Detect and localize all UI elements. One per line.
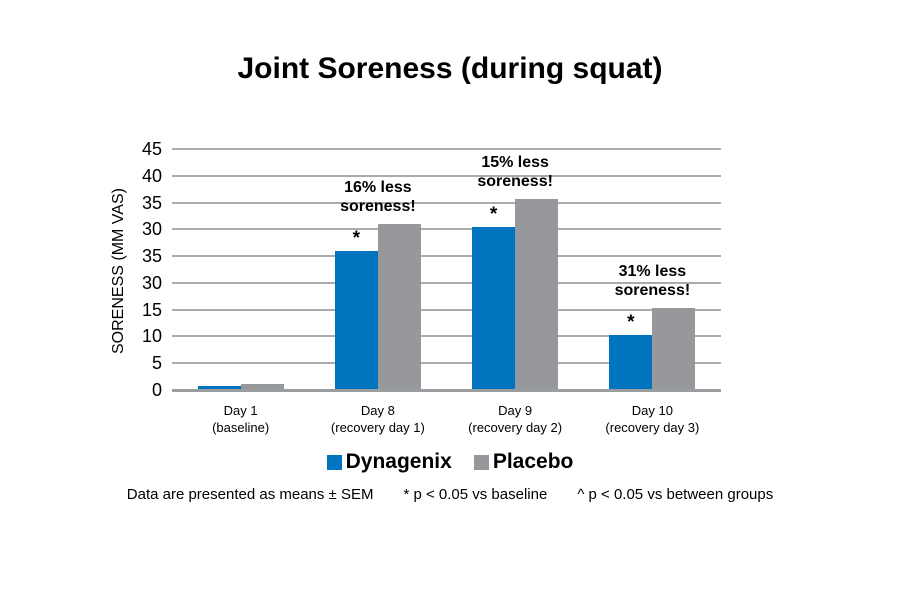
x-tick-label: Day 8 (recovery day 1)	[303, 402, 453, 436]
plot-area: 45 40 35 30 35 30 15 10 5 0 Day 1 (baseline) Day 8 (r…	[142, 140, 721, 435]
x-tick-sublabel: (recovery day 2)	[468, 420, 563, 435]
annotation-line: soreness!	[614, 281, 691, 299]
annotation-day8: 16% less soreness!	[293, 178, 463, 216]
annotation-line: 15% less	[481, 153, 549, 171]
legend-entry-dynagenix: Dynagenix	[326, 450, 452, 474]
legend-swatch-dynagenix	[326, 454, 342, 470]
footnote-baseline: * p < 0.05 vs baseline	[403, 486, 548, 503]
annotation-line: 16% less	[344, 178, 412, 196]
footnote: Data are presented as means ± SEM * p < …	[0, 486, 900, 503]
annotation-line: soreness!	[477, 172, 553, 190]
gridline	[172, 362, 721, 364]
bar-dynagenix-day9	[472, 227, 516, 392]
footnote-groups: ^ p < 0.05 vs between groups	[577, 486, 774, 503]
gridline	[172, 175, 721, 177]
bar-placebo-day10	[652, 307, 696, 392]
legend-label: Dynagenix	[345, 450, 452, 473]
gridline	[172, 335, 721, 337]
x-tick-sublabel: (baseline)	[212, 420, 270, 435]
x-tick-label: Day 1 (baseline)	[166, 402, 316, 436]
gridline	[172, 309, 721, 311]
legend-entry-placebo: Placebo	[473, 450, 574, 474]
significance-asterisk: *	[352, 228, 361, 250]
bar-dynagenix-day10	[609, 335, 653, 392]
legend: Dynagenix Placebo	[0, 450, 900, 474]
gridline	[172, 202, 721, 204]
x-tick-day: Day 1	[223, 403, 258, 418]
y-tick-label: 0	[151, 380, 162, 400]
y-tick-label: 10	[141, 326, 162, 346]
x-tick-sublabel: (recovery day 1)	[330, 420, 425, 435]
footnote-means: Data are presented as means ± SEM	[126, 486, 374, 503]
y-tick-label: 45	[141, 139, 162, 159]
bar-placebo-day1	[240, 384, 284, 392]
x-tick-day: Day 10	[631, 403, 673, 418]
y-tick-label: 35	[141, 246, 162, 266]
bar-placebo-day9	[515, 198, 559, 392]
chart-title: Joint Soreness (during squat)	[237, 52, 663, 85]
gridline	[172, 255, 721, 257]
y-tick-label: 30	[141, 273, 162, 293]
y-tick-label: 30	[141, 219, 162, 239]
y-tick-label: 5	[151, 353, 162, 373]
x-tick-label: Day 10 (recovery day 3)	[577, 402, 727, 436]
bar-dynagenix-day8	[334, 251, 378, 392]
bar-dynagenix-day1	[197, 385, 241, 392]
gridline	[172, 148, 721, 150]
legend-label: Placebo	[492, 450, 574, 473]
x-tick-day: Day 9	[498, 403, 533, 418]
significance-asterisk: *	[627, 312, 635, 334]
x-axis-line	[172, 389, 721, 392]
legend-swatch-placebo	[473, 454, 489, 470]
significance-asterisk: *	[489, 204, 498, 226]
gridline	[172, 282, 721, 284]
y-tick-label: 35	[141, 193, 162, 213]
x-tick-sublabel: (recovery day 3)	[605, 420, 700, 435]
annotation-day10: 31% less soreness!	[567, 262, 737, 300]
bar-placebo-day8	[377, 223, 421, 392]
y-tick-label: 40	[141, 166, 162, 186]
gridline	[172, 228, 721, 230]
annotation-line: soreness!	[340, 197, 416, 215]
annotation-day9: 15% less soreness!	[430, 153, 600, 191]
y-tick-label: 15	[141, 300, 162, 320]
annotation-line: 31% less	[618, 262, 687, 280]
x-tick-day: Day 8	[360, 403, 395, 418]
x-tick-label: Day 9 (recovery day 2)	[440, 402, 590, 436]
